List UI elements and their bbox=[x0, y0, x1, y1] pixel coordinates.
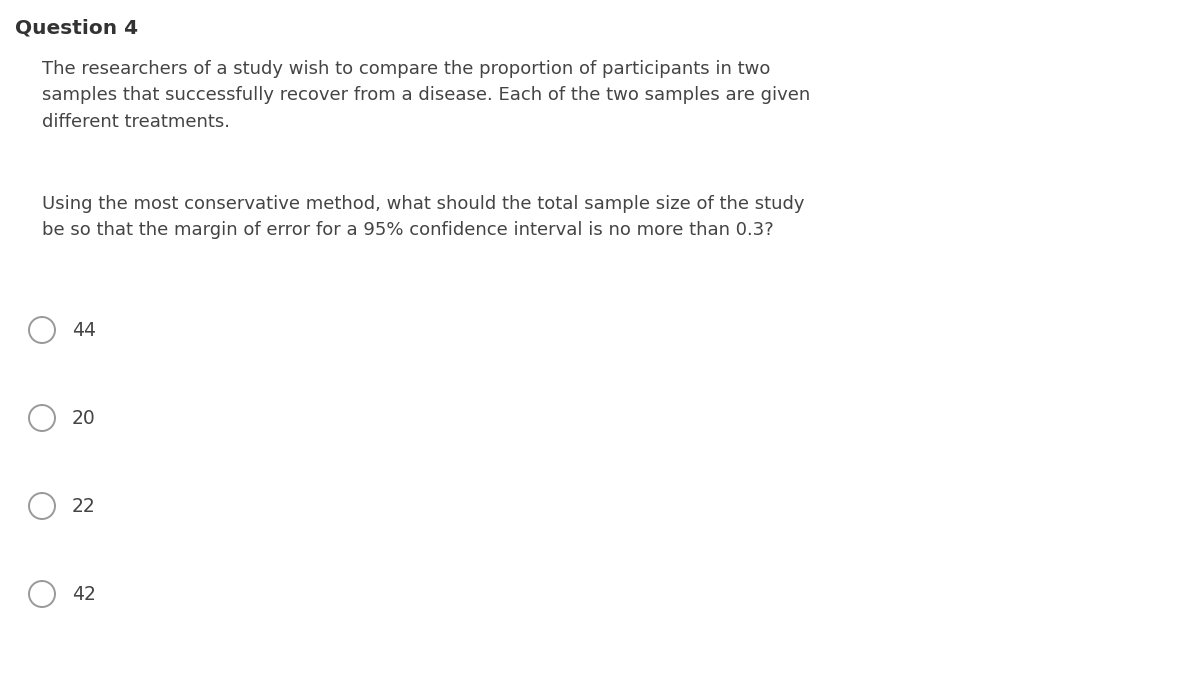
Text: Using the most conservative method, what should the total sample size of the stu: Using the most conservative method, what… bbox=[42, 195, 804, 240]
Ellipse shape bbox=[29, 405, 55, 431]
Ellipse shape bbox=[29, 493, 55, 519]
Text: 44: 44 bbox=[72, 320, 96, 339]
Text: 20: 20 bbox=[72, 409, 96, 427]
Ellipse shape bbox=[29, 317, 55, 343]
Ellipse shape bbox=[29, 581, 55, 607]
Text: 42: 42 bbox=[72, 584, 96, 604]
Text: Question 4: Question 4 bbox=[14, 18, 138, 37]
Text: The researchers of a study wish to compare the proportion of participants in two: The researchers of a study wish to compa… bbox=[42, 60, 810, 131]
Text: 22: 22 bbox=[72, 497, 96, 516]
